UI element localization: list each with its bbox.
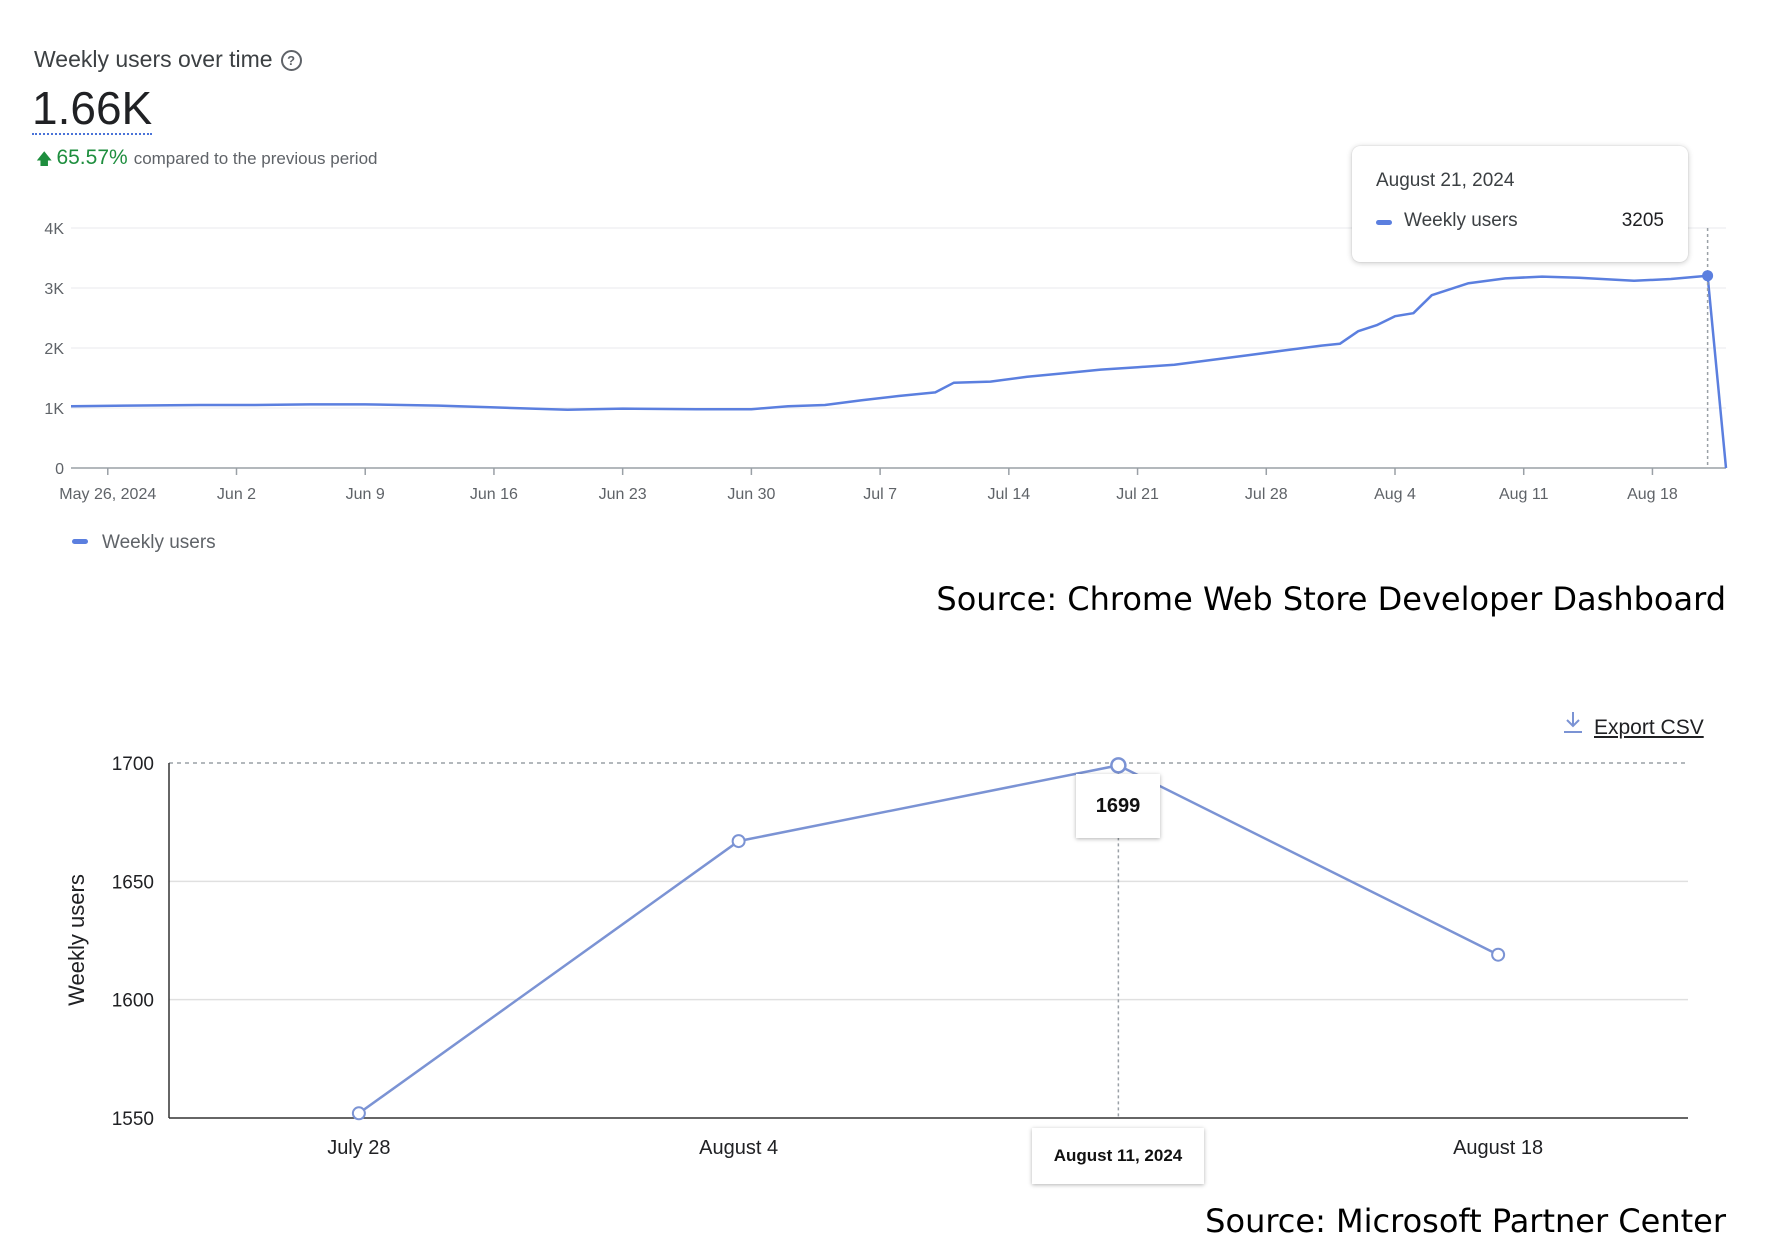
- legend-swatch: [72, 539, 88, 544]
- x-tick-label: Jul 7: [863, 486, 897, 503]
- source-caption-2: Source: Microsoft Partner Center: [1205, 1202, 1726, 1240]
- chart-title-text: Weekly users over time: [34, 46, 273, 72]
- change-text: compared to the previous period: [133, 149, 378, 168]
- x-tick-label: July 28: [327, 1137, 390, 1159]
- download-icon: [1562, 710, 1584, 740]
- x-tick-label: Aug 18: [1627, 486, 1678, 503]
- export-csv-button[interactable]: Export CSV: [1562, 710, 1704, 740]
- data-point: [731, 834, 746, 849]
- data-point: [1491, 947, 1506, 962]
- x-tick-label: Jul 28: [1245, 486, 1288, 503]
- y-tick-label: 1650: [112, 872, 154, 893]
- y-tick-label: 1K: [44, 401, 64, 418]
- x-tick-label: Jun 30: [727, 486, 775, 503]
- source-caption: Source: Chrome Web Store Developer Dashb…: [936, 580, 1726, 618]
- y-tick-label: 1550: [112, 1109, 154, 1130]
- change-percent: 65.57%: [56, 146, 128, 169]
- x-tick-label: Jun 23: [599, 486, 647, 503]
- hover-point: [1110, 757, 1127, 774]
- y-tick-label: 4K: [44, 221, 64, 238]
- big-value[interactable]: 1.66K: [32, 82, 153, 135]
- x-tick-label: August 4: [699, 1137, 778, 1159]
- x-tick-label: Aug 4: [1374, 486, 1416, 503]
- tooltip-date: August 21, 2024: [1376, 170, 1515, 191]
- weekly-users-line: [358, 764, 1499, 1115]
- help-circle-icon[interactable]: ?: [280, 50, 302, 71]
- y-tick-label: 3K: [44, 281, 64, 298]
- x-tick-label: Jun 9: [346, 486, 385, 503]
- x-tick-label: Jun 16: [470, 486, 518, 503]
- x-tick-label: Jul 14: [987, 486, 1030, 503]
- x-tick-label: May 26, 2024: [59, 486, 156, 503]
- y-tick-label: 1600: [112, 991, 154, 1012]
- tooltip-value-box: 1699: [1076, 774, 1160, 838]
- tooltip-value: 3205: [1621, 210, 1664, 231]
- x-tick-label: Jun 2: [217, 486, 256, 503]
- tooltip-series-swatch: [1376, 220, 1392, 225]
- tooltip-date-box: August 11, 2024: [1032, 1128, 1204, 1184]
- x-tick-label: August 18: [1453, 1137, 1543, 1159]
- y-axis-title: Weekly users: [64, 874, 89, 1006]
- y-tick-label: 2K: [44, 341, 64, 358]
- y-tick-label: 1700: [112, 754, 154, 775]
- x-tick-label: Jul 21: [1116, 486, 1159, 503]
- change-summary: 🡅 65.57% compared to the previous period: [36, 146, 378, 175]
- export-csv-label: Export CSV: [1594, 716, 1704, 739]
- chrome-dashboard-panel: Weekly users over time? 1.66K 🡅 65.57% com…: [0, 0, 1766, 640]
- chart-tooltip: August 21, 2024 Weekly users 3205: [1352, 146, 1688, 262]
- hover-point: [1702, 270, 1714, 282]
- legend-label: Weekly users: [102, 532, 216, 553]
- chart-title: Weekly users over time?: [34, 46, 302, 73]
- x-tick-label: Aug 11: [1499, 486, 1549, 503]
- y-tick-label: 0: [55, 461, 64, 478]
- weekly-users-line: [70, 274, 1728, 469]
- tooltip-series-label: Weekly users: [1404, 210, 1518, 231]
- chart-legend[interactable]: Weekly users: [72, 532, 216, 554]
- data-point: [351, 1106, 366, 1121]
- weekly-users-chart[interactable]: 0 1K 2K 3K 4K May 26, 2024 Jun 2 Jun 9 Jun 16 Jun…: [0, 0, 1766, 640]
- arrow-up-icon: 🡅: [36, 151, 53, 168]
